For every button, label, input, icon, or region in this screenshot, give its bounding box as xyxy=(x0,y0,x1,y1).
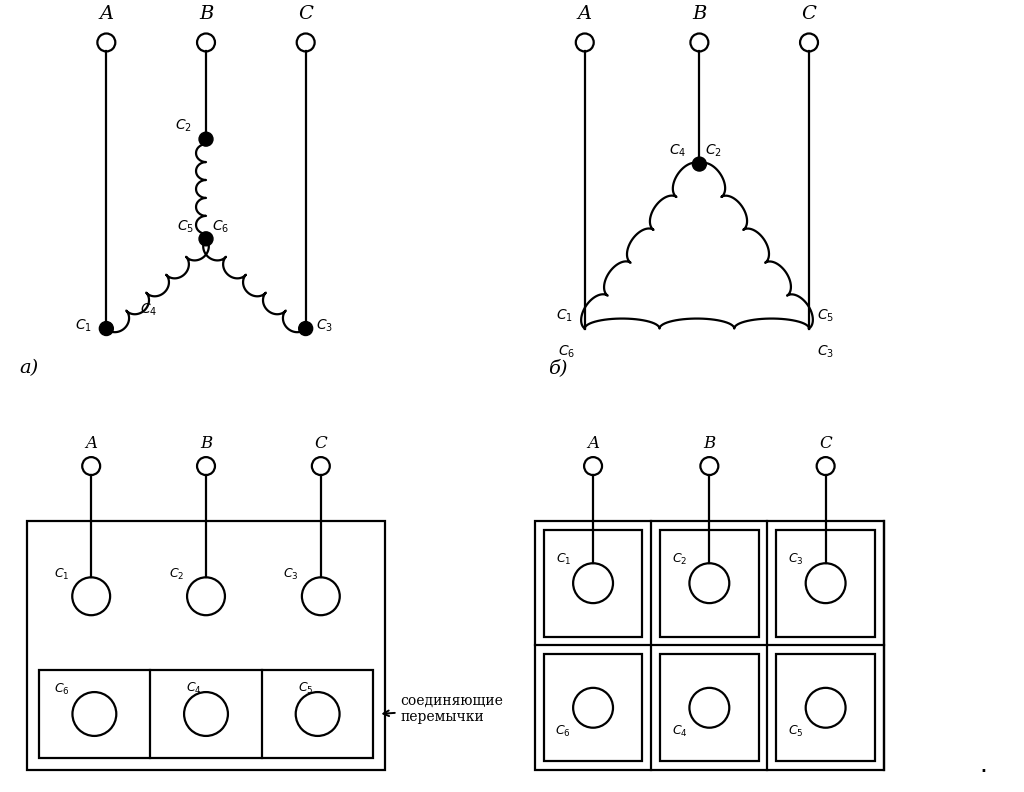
Text: B: B xyxy=(692,5,707,22)
Text: B: B xyxy=(200,435,212,452)
Bar xyxy=(660,530,759,637)
Text: B: B xyxy=(703,435,716,452)
Text: б): б) xyxy=(548,360,567,378)
Text: $C_4$: $C_4$ xyxy=(672,724,687,739)
Text: $C_2$: $C_2$ xyxy=(706,143,722,159)
Bar xyxy=(660,654,759,761)
Circle shape xyxy=(299,322,312,336)
Text: $C_1$: $C_1$ xyxy=(76,318,92,333)
Bar xyxy=(39,670,374,758)
Text: C: C xyxy=(314,435,328,452)
Bar xyxy=(544,654,642,761)
Text: $C_6$: $C_6$ xyxy=(558,344,574,360)
Text: $C_1$: $C_1$ xyxy=(556,552,571,567)
Text: $C_6$: $C_6$ xyxy=(212,219,229,235)
Text: $C_3$: $C_3$ xyxy=(788,552,804,567)
Text: A: A xyxy=(578,5,592,22)
Circle shape xyxy=(692,157,707,171)
Circle shape xyxy=(99,322,114,336)
Text: $C_3$: $C_3$ xyxy=(817,344,835,360)
Text: $C_5$: $C_5$ xyxy=(177,219,194,235)
Text: $C_2$: $C_2$ xyxy=(175,118,193,134)
Bar xyxy=(776,654,874,761)
Text: соединяющие
перемычки: соединяющие перемычки xyxy=(383,694,503,724)
Text: A: A xyxy=(99,5,114,22)
Text: $C_4$: $C_4$ xyxy=(669,143,686,159)
Text: .: . xyxy=(979,753,987,777)
Text: $C_1$: $C_1$ xyxy=(556,307,572,324)
Circle shape xyxy=(199,132,213,147)
Text: $C_6$: $C_6$ xyxy=(555,724,571,739)
Bar xyxy=(535,521,884,770)
Text: C: C xyxy=(819,435,833,452)
Text: $C_5$: $C_5$ xyxy=(298,681,313,696)
Text: $C_2$: $C_2$ xyxy=(672,552,687,567)
Text: $C_1$: $C_1$ xyxy=(54,567,70,582)
Bar xyxy=(776,530,874,637)
Text: B: B xyxy=(199,5,213,22)
Bar xyxy=(27,521,385,770)
Text: C: C xyxy=(802,5,816,22)
Text: $C_6$: $C_6$ xyxy=(53,682,70,697)
Bar xyxy=(544,530,642,637)
Circle shape xyxy=(199,232,213,246)
Text: C: C xyxy=(298,5,313,22)
Text: A: A xyxy=(587,435,599,452)
Text: $C_2$: $C_2$ xyxy=(169,567,184,582)
Text: а): а) xyxy=(19,360,39,378)
Text: $C_3$: $C_3$ xyxy=(284,567,299,582)
Text: $C_5$: $C_5$ xyxy=(817,307,835,324)
Text: A: A xyxy=(85,435,97,452)
Text: $C_3$: $C_3$ xyxy=(315,318,333,333)
Text: $C_4$: $C_4$ xyxy=(186,681,202,696)
Text: $C_5$: $C_5$ xyxy=(788,724,804,739)
Text: $C_4$: $C_4$ xyxy=(139,302,157,318)
